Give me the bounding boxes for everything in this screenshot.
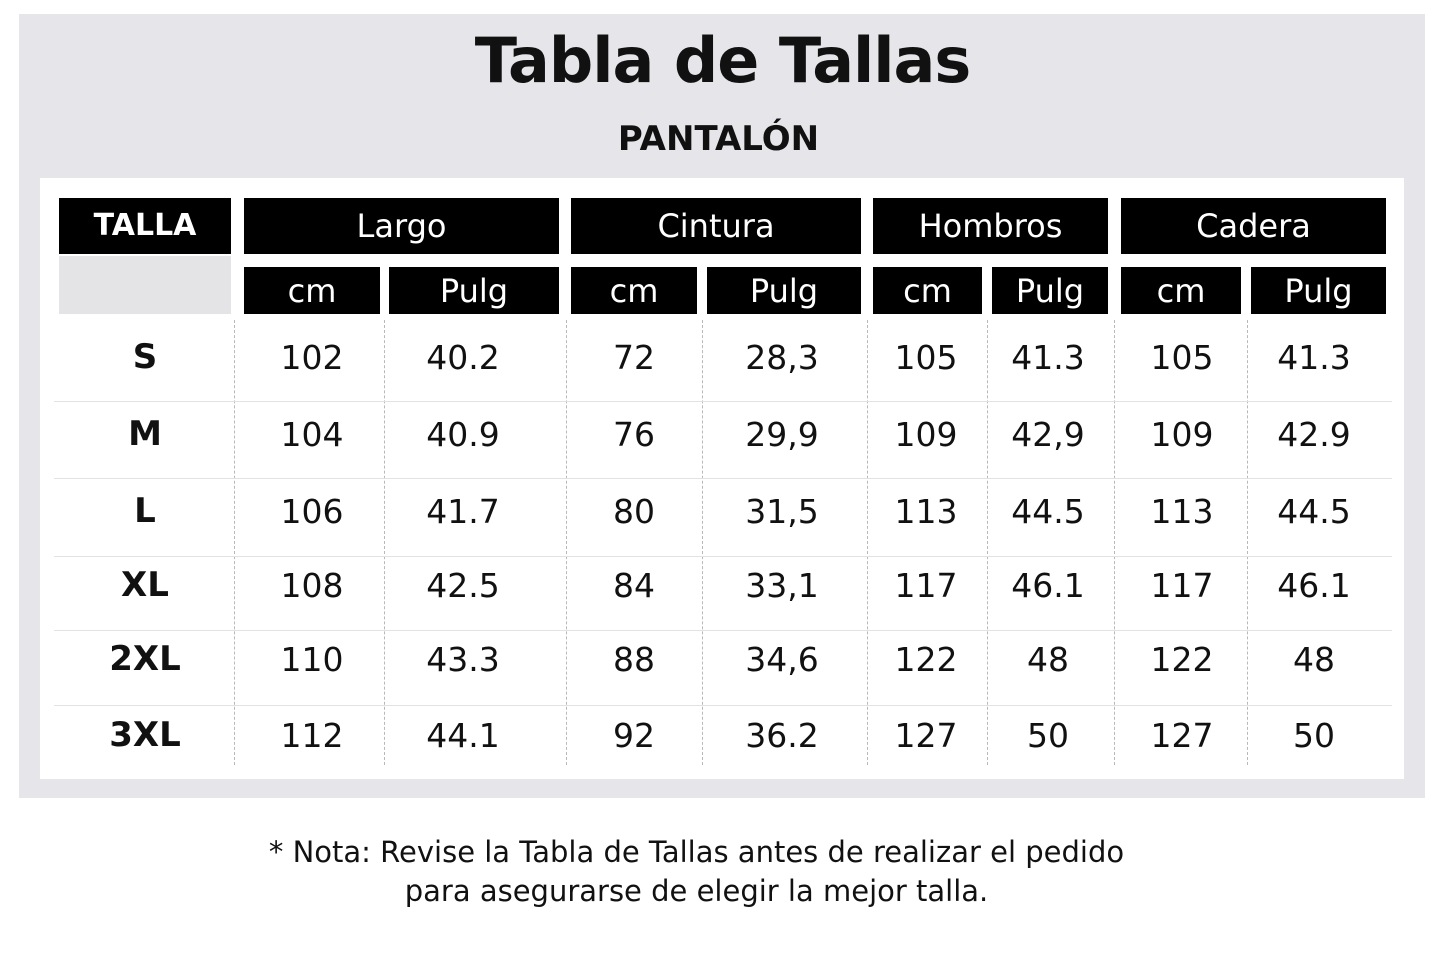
table-cell: 109 [1150,414,1214,454]
table-cell: 122 [1150,639,1214,679]
table-cell: 122 [894,639,958,679]
table-cell: 44.5 [1277,491,1351,531]
table-cell: 36.2 [745,715,819,755]
table-cell: 43.3 [426,639,500,679]
table-cell: 80 [613,491,655,531]
unit-header-largo-pulg: Pulg [389,267,559,314]
table-cell: 102 [280,337,344,377]
table-cell: 112 [280,715,344,755]
table-cell: 33,1 [745,565,819,605]
column-divider [867,320,868,765]
table-cell: 50 [1027,715,1069,755]
table-cell: 76 [613,414,655,454]
table-cell: 34,6 [745,639,819,679]
header-hombros: Hombros [873,198,1108,254]
table-cell: 48 [1293,639,1335,679]
table-cell: 84 [613,565,655,605]
size-label: S [132,337,158,377]
table-cell: 110 [280,639,344,679]
column-divider [566,320,567,765]
table-cell: 109 [894,414,958,454]
column-divider [384,320,385,765]
header-talla: TALLA [59,198,231,254]
row-divider [54,478,1392,479]
row-divider [54,401,1392,402]
table-cell: 40.2 [426,337,500,377]
page-subtitle: PANTALÓN [617,119,820,159]
table-cell: 46.1 [1011,565,1085,605]
size-label: 2XL [109,639,181,679]
column-divider [1247,320,1248,765]
table-cell: 40.9 [426,414,500,454]
table-cell: 105 [894,337,958,377]
size-label: XL [121,565,169,605]
unit-header-largo-cm: cm [244,267,380,314]
unit-header-cintura-cm: cm [571,267,697,314]
header-largo: Largo [244,198,559,254]
table-cell: 29,9 [745,414,819,454]
table-cell: 113 [1150,491,1214,531]
table-cell: 46.1 [1277,565,1351,605]
note-line-2: para asegurarse de elegir la mejor talla… [404,874,989,908]
table-cell: 127 [894,715,958,755]
table-cell: 44.5 [1011,491,1085,531]
size-label: L [134,491,156,531]
unit-header-cadera-pulg: Pulg [1251,267,1386,314]
table-cell: 42.5 [426,565,500,605]
table-cell: 31,5 [745,491,819,531]
table-cell: 106 [280,491,344,531]
size-label: 3XL [109,715,181,755]
column-divider [702,320,703,765]
column-divider [234,320,235,765]
table-cell: 42,9 [1011,414,1085,454]
table-cell: 44.1 [426,715,500,755]
note-line-1: * Nota: Revise la Tabla de Tallas antes … [268,835,1125,869]
column-divider [987,320,988,765]
row-divider [54,705,1392,706]
unit-header-hombros-pulg: Pulg [992,267,1108,314]
table-cell: 92 [613,715,655,755]
table-cell: 104 [280,414,344,454]
page-title: Tabla de Tallas [474,24,972,97]
unit-header-cadera-cm: cm [1121,267,1241,314]
size-label: M [128,414,162,454]
table-cell: 41.7 [426,491,500,531]
column-divider [1114,320,1115,765]
unit-header-hombros-cm: cm [873,267,982,314]
table-cell: 48 [1027,639,1069,679]
row-divider [54,556,1392,557]
table-cell: 41.3 [1277,337,1351,377]
table-cell: 105 [1150,337,1214,377]
header-cadera: Cadera [1121,198,1386,254]
table-cell: 127 [1150,715,1214,755]
table-cell: 50 [1293,715,1335,755]
header-cintura: Cintura [571,198,861,254]
table-cell: 113 [894,491,958,531]
header-talla-blank [59,256,231,314]
unit-header-cintura-pulg: Pulg [707,267,861,314]
table-cell: 41.3 [1011,337,1085,377]
table-cell: 108 [280,565,344,605]
row-divider [54,630,1392,631]
table-cell: 88 [613,639,655,679]
table-cell: 42.9 [1277,414,1351,454]
table-cell: 72 [613,337,655,377]
table-cell: 28,3 [745,337,819,377]
table-cell: 117 [1150,565,1214,605]
table-cell: 117 [894,565,958,605]
